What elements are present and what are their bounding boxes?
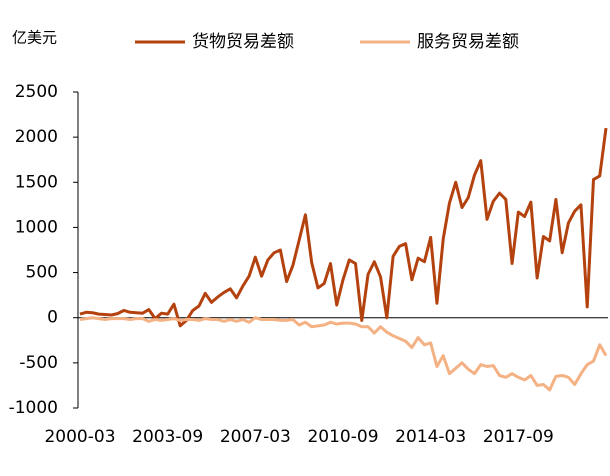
- legend-label: 货物贸易差额: [192, 32, 294, 52]
- y-axis-label: 亿美元: [12, 29, 57, 47]
- line-series: [79, 316, 608, 392]
- y-tick-label: 2000: [15, 127, 58, 147]
- legend-label: 服务贸易差额: [417, 32, 519, 52]
- x-tick-label: 2017-09: [483, 427, 554, 447]
- y-tick-label: -500: [19, 353, 58, 373]
- x-tick-label: 2010-09: [307, 427, 378, 447]
- y-tick-label: 0: [47, 308, 58, 328]
- y-tick-label: 500: [26, 263, 58, 283]
- x-tick-label: 2000-03: [44, 427, 115, 447]
- line-series: [79, 127, 608, 328]
- x-tick-label: 2014-03: [395, 427, 466, 447]
- y-tick-label: 1500: [15, 172, 58, 192]
- y-tick-label: 1000: [15, 217, 58, 237]
- y-tick-label: -1000: [9, 398, 58, 418]
- x-tick-label: 2003-09: [132, 427, 203, 447]
- y-tick-label: 2500: [15, 82, 58, 102]
- x-tick-label: 2007-03: [220, 427, 291, 447]
